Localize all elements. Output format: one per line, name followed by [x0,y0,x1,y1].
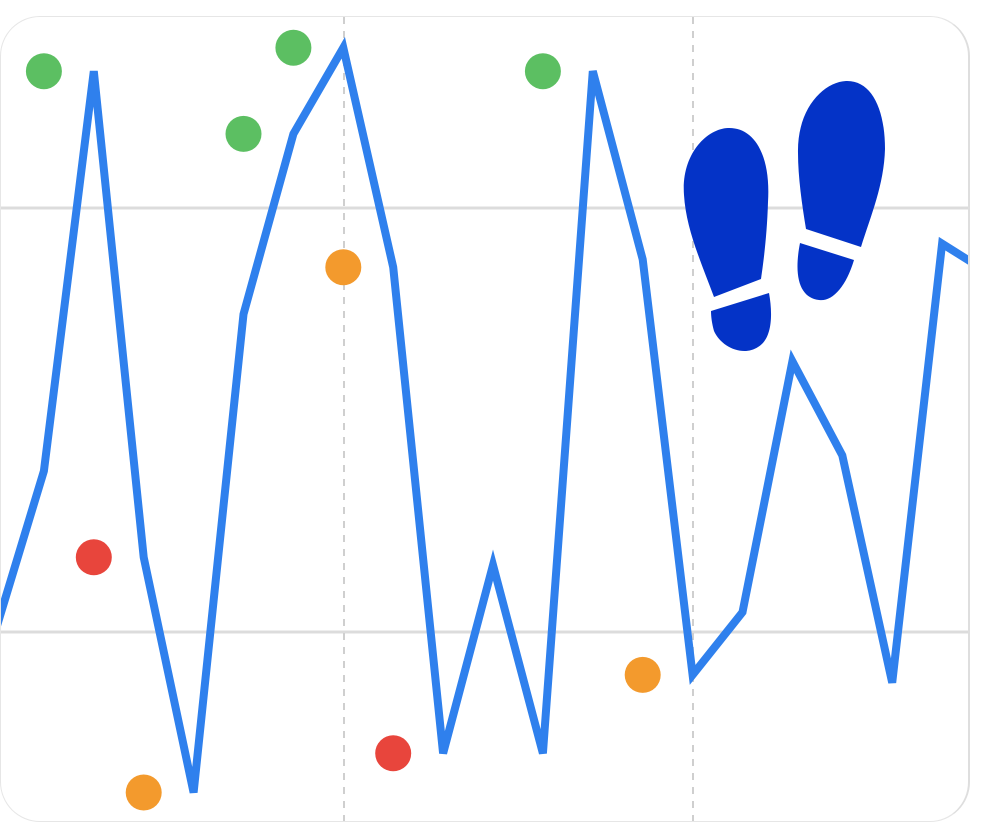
data-point-marker-7 [524,53,561,90]
chart-card [0,16,970,822]
marker-layer [25,29,661,811]
right-footprint-upper [797,80,885,247]
series-layer [1,36,968,794]
line-chart [1,17,968,821]
data-point-marker-0 [25,53,62,90]
footprints-icon [683,80,885,352]
series-line-0 [1,36,968,794]
data-point-marker-8 [624,656,661,693]
data-point-marker-1 [75,539,112,576]
right-footprint-heel [797,243,854,301]
data-point-marker-5 [325,249,362,286]
data-point-marker-6 [375,735,412,772]
left-footprint-heel [711,293,772,352]
data-point-marker-2 [125,774,162,811]
data-point-marker-4 [275,29,312,66]
data-point-marker-3 [225,115,262,152]
left-footprint-upper [683,127,769,297]
